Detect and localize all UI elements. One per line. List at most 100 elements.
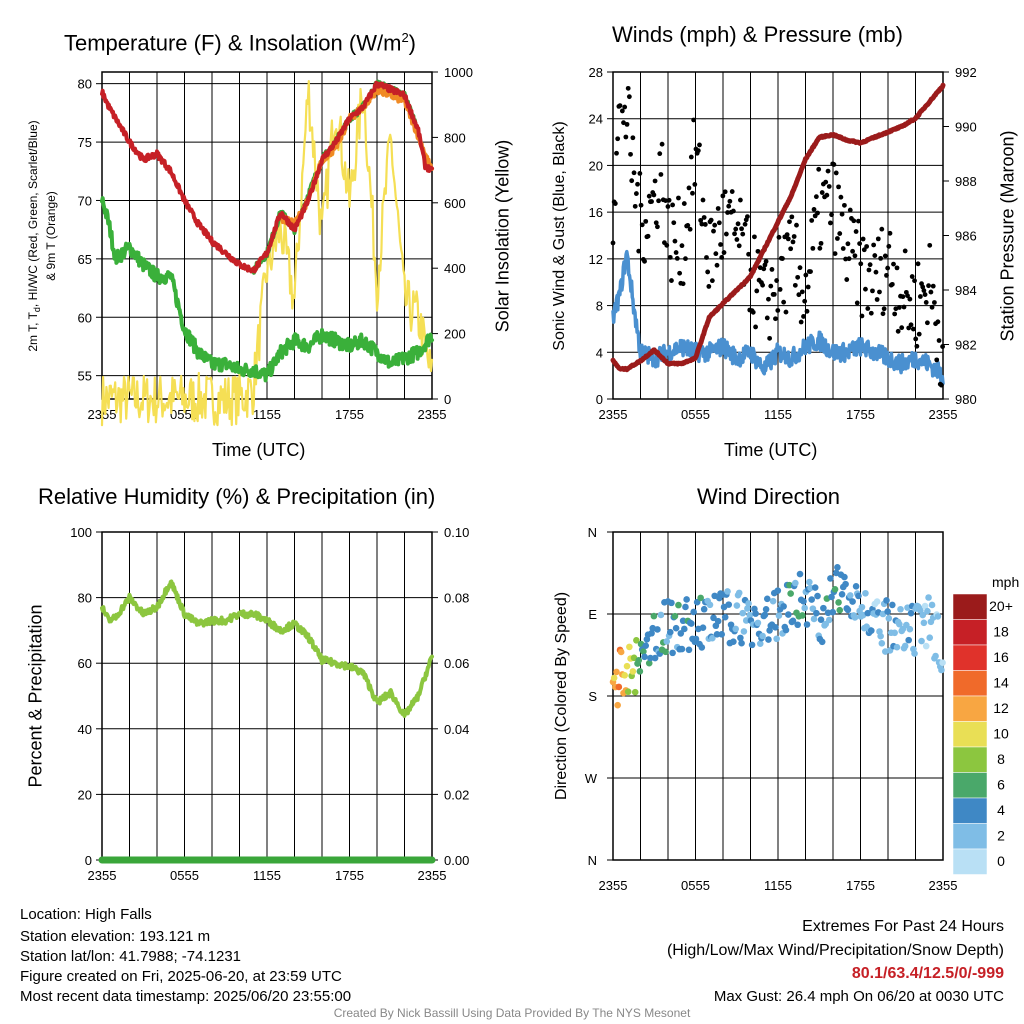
gust-point bbox=[895, 328, 901, 334]
recent-data-text: Most recent data timestamp: 2025/06/20 2… bbox=[20, 988, 352, 1005]
created-text: Figure created on Fri, 2025-06-20, at 23… bbox=[20, 968, 342, 985]
gust-point bbox=[630, 135, 636, 141]
direction-point bbox=[818, 638, 826, 646]
gust-point bbox=[631, 170, 637, 176]
gust-point bbox=[787, 219, 792, 225]
wind-ytick-label: 12 bbox=[589, 252, 603, 267]
temp-xtick-label: 2355 bbox=[418, 407, 447, 422]
gust-point bbox=[624, 121, 630, 127]
direction-point bbox=[633, 637, 640, 644]
gust-point bbox=[713, 251, 719, 257]
temp-yrtick-label: 200 bbox=[444, 327, 466, 342]
direction-point bbox=[682, 603, 689, 611]
colorbar-swatch bbox=[952, 848, 988, 875]
gust-point bbox=[860, 236, 866, 242]
gust-point bbox=[823, 179, 829, 185]
gust-point bbox=[928, 289, 934, 295]
gust-point bbox=[889, 281, 895, 287]
gust-point bbox=[909, 274, 915, 279]
gust-point bbox=[629, 178, 635, 184]
gust-point bbox=[646, 193, 652, 199]
direction-point bbox=[738, 639, 745, 647]
direction-point bbox=[745, 600, 752, 607]
temperature-panel: 2355 0555 1155 1755 235555606570758002004006… bbox=[78, 65, 473, 427]
direction-point bbox=[810, 615, 818, 623]
humidity-line bbox=[100, 579, 434, 718]
direction-point bbox=[725, 601, 733, 608]
direction-point bbox=[841, 573, 848, 581]
gust-point bbox=[914, 343, 920, 349]
direction-point bbox=[714, 617, 722, 625]
gust-point bbox=[691, 117, 697, 123]
gust-point bbox=[714, 262, 720, 268]
gust-point bbox=[692, 181, 698, 187]
direction-point bbox=[834, 564, 841, 571]
credit-text: Created By Nick Bassill Using Data Provi… bbox=[333, 1006, 691, 1020]
gust-point bbox=[615, 136, 621, 142]
gust-point bbox=[842, 202, 847, 208]
gust-point bbox=[665, 204, 671, 209]
gust-point bbox=[637, 170, 643, 176]
temp-ytick-label: 60 bbox=[78, 310, 92, 325]
gust-point bbox=[753, 324, 758, 330]
gust-point bbox=[813, 194, 819, 200]
gust-point bbox=[840, 246, 846, 251]
gust-point bbox=[636, 248, 642, 254]
gust-point bbox=[745, 214, 750, 219]
gust-point bbox=[871, 242, 877, 248]
temp-yrtick-label: 0 bbox=[444, 392, 451, 407]
winds-pressure-panel: 2355 0555 1155 1755 235504812162024289809829… bbox=[589, 65, 977, 422]
gust-point bbox=[666, 197, 672, 203]
colorbar-label: 14 bbox=[993, 675, 1009, 691]
direction-point bbox=[631, 688, 639, 696]
direction-point bbox=[831, 585, 839, 593]
colorbar-label: 10 bbox=[993, 726, 1009, 742]
direction-point bbox=[697, 594, 704, 602]
gust-point bbox=[912, 278, 917, 284]
gust-point bbox=[723, 231, 729, 237]
temp-xtick-label: 1755 bbox=[335, 407, 364, 422]
gust-point bbox=[755, 248, 761, 254]
gust-point bbox=[676, 195, 681, 201]
gust-point bbox=[695, 148, 701, 154]
wind-yrtick-label: 988 bbox=[955, 174, 977, 189]
gust-point bbox=[797, 265, 803, 271]
colorbar-label: 2 bbox=[997, 828, 1005, 844]
gust-point bbox=[927, 242, 933, 248]
gust-point bbox=[777, 287, 783, 292]
direction-point bbox=[858, 603, 866, 611]
rh-xtick-label: 2355 bbox=[88, 868, 117, 883]
direction-point bbox=[809, 605, 817, 612]
rh-xtick-label: 0555 bbox=[170, 868, 199, 883]
gust-point bbox=[891, 261, 896, 267]
direction-point bbox=[629, 668, 637, 675]
gust-point bbox=[673, 250, 679, 255]
gust-point bbox=[781, 299, 787, 305]
direction-point bbox=[862, 589, 869, 597]
direction-point bbox=[939, 659, 946, 667]
direction-point bbox=[817, 616, 825, 624]
gust-point bbox=[825, 168, 831, 174]
direction-point bbox=[864, 609, 872, 617]
direction-point bbox=[785, 611, 792, 618]
gust-point bbox=[870, 288, 875, 294]
gust-point bbox=[926, 283, 931, 289]
max-gust-text: Max Gust: 26.4 mph On 06/20 at 0030 UTC bbox=[713, 988, 1004, 1005]
temp-frame bbox=[101, 71, 433, 400]
gust-point bbox=[680, 281, 686, 287]
rh-ytick-label: 20 bbox=[78, 787, 92, 802]
gust-point bbox=[785, 236, 791, 242]
gust-point bbox=[656, 198, 661, 204]
gust-point bbox=[763, 259, 769, 264]
colorbar-swatch bbox=[952, 593, 988, 620]
gust-point bbox=[794, 222, 799, 228]
gust-point bbox=[837, 231, 843, 236]
direction-point bbox=[699, 624, 707, 631]
gust-point bbox=[833, 170, 839, 176]
wind-ytick-label: 16 bbox=[589, 205, 603, 220]
gust-point bbox=[880, 311, 886, 317]
rh-ytick-label: 80 bbox=[78, 591, 92, 606]
dir-ytick-label: E bbox=[588, 607, 597, 622]
direction-point bbox=[636, 668, 644, 675]
direction-point bbox=[852, 583, 860, 590]
